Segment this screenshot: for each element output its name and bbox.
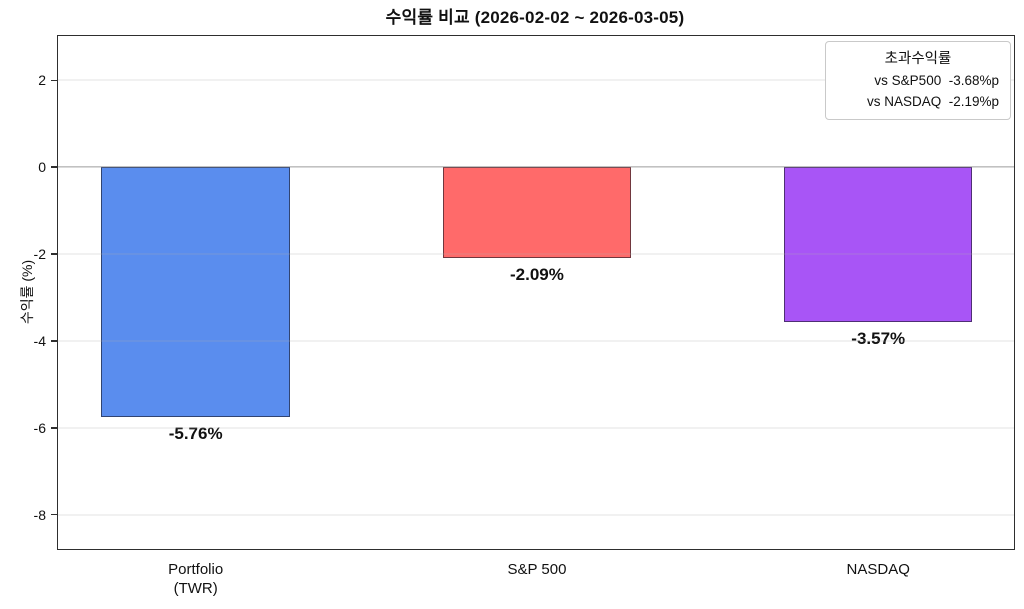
bars-layer: -5.76% -2.09% -3.57% [58, 36, 1014, 549]
x-tick-label-nasdaq: NASDAQ [846, 561, 910, 578]
bar-nasdaq [784, 167, 973, 323]
y-tick-mark [51, 427, 58, 429]
legend-box: 초과수익률 vs S&P500 -3.68%p vs NASDAQ -2.19%… [825, 41, 1011, 120]
y-tick-mark [51, 340, 58, 342]
y-tick-label: -2 [33, 246, 46, 263]
y-tick: -4 [34, 333, 58, 349]
y-tick-label: -4 [33, 332, 46, 349]
y-tick-label: -8 [33, 506, 46, 523]
bar-value-label: -2.09% [510, 264, 564, 284]
y-tick: -6 [34, 420, 58, 436]
bar-value-label: -3.57% [851, 329, 906, 349]
y-tick-mark [51, 166, 58, 168]
x-axis-ticks: Portfolio (TWR) S&P 500 NASDAQ [58, 36, 1014, 597]
y-tick-mark [51, 253, 58, 255]
x-tick-label-s-p-500: S&P 500 [507, 561, 567, 578]
y-tick-label: 0 [38, 159, 46, 176]
y-tick-label: 2 [38, 72, 46, 89]
bar-portfolio [101, 167, 290, 418]
chart-title: 수익률 비교 (2026-02-02 ~ 2026-03-05) [385, 8, 685, 27]
y-tick: -8 [34, 507, 58, 523]
y-tick: 2 [38, 72, 58, 88]
legend-entry-nasdaq: vs NASDAQ -2.19%p [866, 94, 999, 109]
y-tick: -2 [34, 246, 58, 262]
y-tick-label: -6 [33, 419, 46, 436]
y-tick-mark [51, 513, 58, 516]
y-tick: 0 [38, 159, 58, 175]
y-tick-mark [51, 79, 58, 82]
x-tick-label-portfolio: Portfolio (TWR) [168, 561, 224, 597]
bar-s-p-500 [442, 167, 632, 258]
legend-title: 초과수익률 [884, 51, 952, 67]
plot-area: -5.76% -2.09% -3.57% 2 0 -2 -4 -6 -8 Portfolio … [34, 35, 1015, 597]
bar-value-label: -5.76% [168, 424, 223, 444]
y-axis-ticks: 2 0 -2 -4 -6 -8 [34, 36, 1014, 549]
y-axis-label: 수익률 (%) [19, 259, 35, 325]
legend-entry-sp500: vs S&P500 -3.68%p [874, 73, 999, 88]
